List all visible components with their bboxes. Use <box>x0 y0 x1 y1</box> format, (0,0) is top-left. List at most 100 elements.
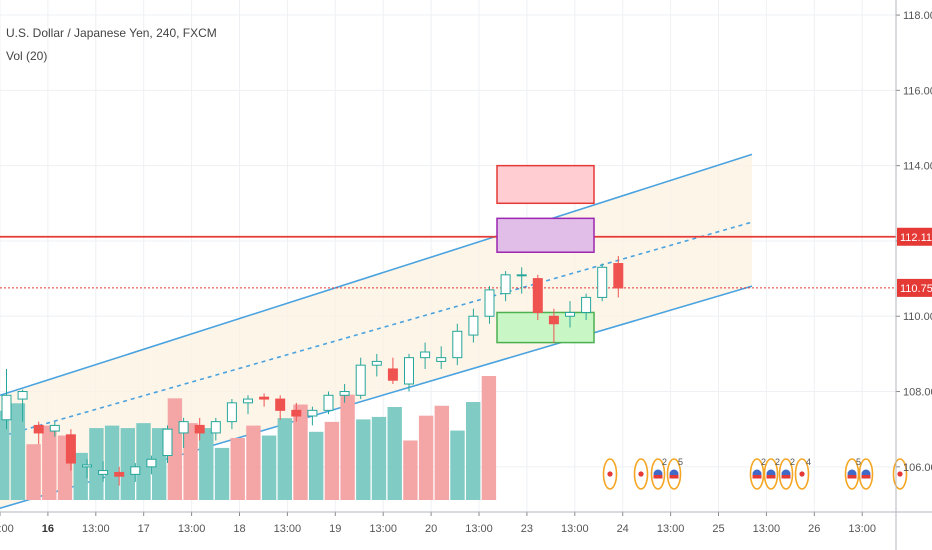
candle-up <box>323 394 334 411</box>
us-flag-stripe <box>847 475 857 479</box>
horizontal-levels[interactable] <box>0 235 896 289</box>
event-marker[interactable]: 5 <box>666 457 684 490</box>
level-price-tag-bg <box>897 227 932 246</box>
candle-up <box>339 391 350 396</box>
volume-bar <box>403 440 418 500</box>
time-tick-label: 20 <box>425 523 437 535</box>
candle-up <box>581 296 592 313</box>
time-tick-label: 13:00 <box>753 523 781 535</box>
candle-up <box>49 424 60 432</box>
volume-bar <box>26 444 41 500</box>
candle-down <box>65 434 76 464</box>
candle-up <box>17 391 28 400</box>
event-marker[interactable] <box>858 458 874 490</box>
time-tick-label: 13:00 <box>465 523 493 535</box>
us-flag-stripe <box>861 475 871 479</box>
event-marker[interactable] <box>633 458 649 490</box>
time-tick-label: 13:00 <box>657 523 685 535</box>
volume-bar <box>309 431 324 500</box>
symbol-legend: U.S. Dollar / Japanese Yen, 240, FXCM <box>6 26 217 40</box>
time-tick-label: 23 <box>521 523 533 535</box>
price-tick-label: 114.000 <box>903 161 932 173</box>
volume-bar <box>120 428 135 500</box>
level-price-tag: 112.111 <box>900 232 932 244</box>
volume-bar <box>183 423 198 500</box>
candle-up <box>146 458 157 468</box>
candle-up <box>516 274 527 277</box>
candle-up <box>355 364 366 396</box>
event-count: 5 <box>856 457 861 467</box>
candle-down <box>291 409 302 417</box>
time-tick-label: 19 <box>329 523 341 535</box>
event-dot-icon <box>897 471 903 477</box>
candle-up <box>597 266 608 298</box>
volume-bar <box>356 419 371 500</box>
candle-up <box>98 470 109 475</box>
candle-up <box>420 351 431 359</box>
time-tick-label: 13:00 <box>178 523 206 535</box>
event-marker[interactable]: 2 <box>749 457 767 490</box>
candle-up <box>210 421 221 434</box>
us-flag-stripe <box>752 475 762 479</box>
time-tick-label: 13:00 <box>82 523 110 535</box>
volume-bar <box>230 438 245 500</box>
time-tick-label: 24 <box>617 523 629 535</box>
event-dot-icon <box>638 471 644 477</box>
last-price-tag-bg <box>897 278 932 297</box>
volume-bar <box>340 394 355 500</box>
event-marker[interactable]: 4 <box>794 457 812 490</box>
volume-bar <box>387 407 402 500</box>
candle-up <box>162 428 173 457</box>
volume-bar <box>466 402 481 500</box>
price-tick-label: 106.000 <box>903 462 932 474</box>
red-zone-box <box>496 164 595 205</box>
green-zone-box <box>496 311 595 344</box>
event-count: 5 <box>678 457 683 467</box>
candle-down <box>194 424 205 434</box>
volume-bar <box>0 410 10 500</box>
us-flag-stripe <box>766 475 776 479</box>
candle-down <box>532 278 543 313</box>
candle-up <box>82 464 92 468</box>
candle-up <box>1 394 12 421</box>
time-tick-label: 13:00 <box>274 523 302 535</box>
time-tick-label: 17 <box>138 523 150 535</box>
time-tick-label: 16 <box>42 523 54 535</box>
event-marker[interactable]: 2 <box>650 457 668 490</box>
volume-bar <box>371 416 387 500</box>
event-marker[interactable]: 5 <box>844 457 862 490</box>
price-tick-label: 108.000 <box>903 387 932 399</box>
event-marker[interactable]: 2 <box>763 457 781 490</box>
event-count: 2 <box>790 457 795 467</box>
volume-bar <box>418 415 434 500</box>
event-dot-icon <box>607 471 613 477</box>
time-tick-label: 26 <box>808 523 820 535</box>
candle-down <box>275 398 286 411</box>
volume-bar <box>167 398 183 500</box>
volume-bar <box>324 421 340 500</box>
volume-bar <box>10 403 26 500</box>
event-marker[interactable]: 2 <box>778 457 796 490</box>
candle-down <box>387 368 398 381</box>
us-flag-stripe <box>669 475 679 479</box>
event-marker[interactable] <box>602 458 618 490</box>
candle-up <box>452 330 463 359</box>
candle-up <box>371 360 382 366</box>
legend: U.S. Dollar / Japanese Yen, 240, FXCM Vo… <box>6 26 217 63</box>
candle-up <box>243 398 253 404</box>
candle-down <box>114 471 125 477</box>
purple-zone-box <box>496 217 595 253</box>
volume-bar <box>261 435 277 500</box>
candles <box>1 256 624 486</box>
candle-up <box>484 289 495 317</box>
rectangle-drawings[interactable] <box>496 164 595 344</box>
us-flag-stripe <box>781 475 791 479</box>
candle-up <box>307 409 318 417</box>
volume-bar <box>277 418 292 500</box>
event-count: 2 <box>662 457 667 467</box>
candle-down <box>33 424 44 434</box>
